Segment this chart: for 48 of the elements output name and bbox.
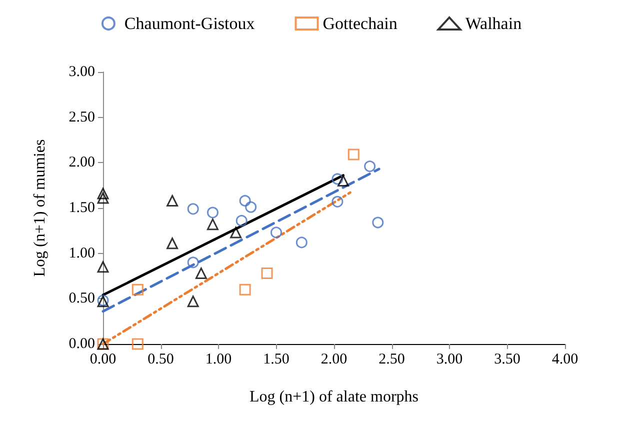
y-axis-title: Log (n+1) of mumies <box>32 139 48 277</box>
legend-label: Walhain <box>465 14 522 33</box>
legend-label: Chaumont-Gistoux <box>124 14 256 33</box>
point <box>261 268 273 280</box>
point <box>206 218 218 230</box>
y-tick-label: 2.00 <box>68 154 95 171</box>
x-tick-label: 1.00 <box>205 352 232 368</box>
point <box>372 216 384 228</box>
point <box>239 195 251 206</box>
point <box>337 175 349 187</box>
point <box>348 148 360 160</box>
point <box>97 261 109 273</box>
point <box>296 236 308 248</box>
point <box>332 196 344 208</box>
point <box>97 188 109 200</box>
point <box>132 284 144 296</box>
point <box>270 226 282 238</box>
y-tick-label: 0.00 <box>68 336 95 352</box>
legend-label: Gottechain <box>322 14 398 33</box>
point <box>132 338 144 350</box>
point <box>230 226 242 238</box>
point <box>239 284 251 296</box>
point <box>206 206 218 218</box>
point <box>245 201 257 213</box>
x-tick-label: 4.00 <box>552 352 578 368</box>
x-tick-label: 2.50 <box>378 352 405 368</box>
point <box>236 214 248 226</box>
point <box>187 296 199 308</box>
point <box>187 203 199 215</box>
x-tick-label: 0.00 <box>90 352 116 368</box>
point <box>364 160 376 172</box>
y-tick-label: 1.00 <box>68 245 95 262</box>
x-tick-label: 1.50 <box>263 352 290 368</box>
point <box>332 173 344 185</box>
y-tick-label: 1.50 <box>68 200 95 216</box>
point <box>97 192 109 204</box>
point <box>166 194 178 206</box>
x-tick-label: 0.50 <box>148 352 174 368</box>
x-tick-label: 2.00 <box>320 352 348 368</box>
y-tick-label: 2.50 <box>68 109 95 126</box>
x-tick-label: 3.00 <box>436 352 463 368</box>
x-tick-label: 3.50 <box>494 352 520 368</box>
y-tick-label: 0.50 <box>68 290 95 307</box>
y-tick-label: 3.00 <box>68 64 95 80</box>
point <box>187 256 199 268</box>
point <box>166 238 178 250</box>
point <box>195 268 207 280</box>
x-axis-title: Log (n+1) of alate morphs <box>250 388 418 406</box>
